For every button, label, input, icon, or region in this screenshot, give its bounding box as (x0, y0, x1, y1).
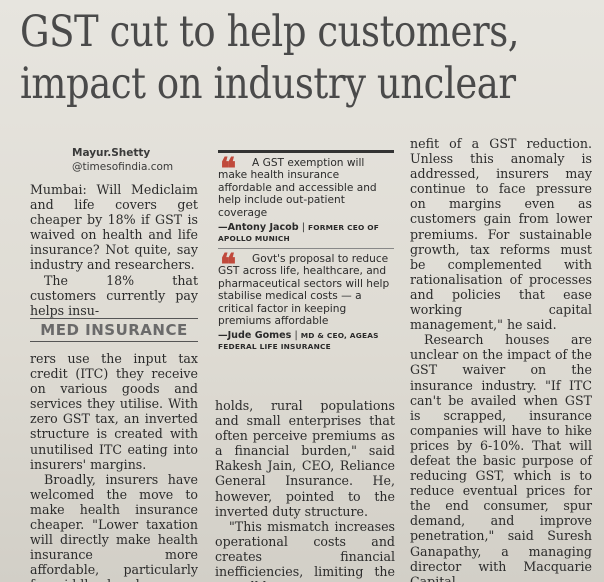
paragraph: Research houses are unclear on the impac… (410, 332, 592, 582)
quote-attribution: —Antony Jacob | FORMER CEO OF APOLLO MUN… (218, 222, 379, 244)
quote-text: A GST exemption will make health insuran… (218, 157, 377, 219)
paragraph: rers use the input tax credit (ITC) they… (30, 351, 198, 472)
paragraph: holds, rural populations and small enter… (215, 398, 395, 519)
paragraph: nefit of a GST reduction. Unless this an… (410, 136, 592, 333)
section-heading: MED INSURANCE (30, 318, 198, 342)
pull-quote: ❝ A GST exemption will make health insur… (218, 153, 394, 244)
pull-quotes-box: ❝ A GST exemption will make health insur… (218, 150, 394, 393)
headline-line-2: impact on industry unclear (20, 59, 516, 109)
paragraph: "This mismatch increases operational cos… (215, 518, 395, 582)
paragraph: Broadly, insurers have welcomed the move… (30, 471, 198, 582)
paragraph: The 18% that customers currently pay hel… (30, 272, 198, 318)
byline: Mayur.Shetty @timesofindia.com (72, 146, 173, 174)
quote-attribution: —Jude Gomes | MD & CEO, AGEAS FEDERAL LI… (218, 330, 379, 352)
author-name: Mayur.Shetty (72, 147, 151, 159)
paragraph-intro: Mumbai: Will Mediclaim and life covers g… (30, 182, 198, 273)
author-handle: @timesofindia.com (72, 161, 174, 173)
column-1-bottom: rers use the input tax credit (ITC) they… (30, 351, 198, 582)
quote-author-role: MD & CEO, AGEAS FEDERAL LIFE INSURANCE (218, 331, 379, 352)
quote-author-role: FORMER CEO OF APOLLO MUNICH (218, 223, 379, 244)
column-3: nefit of a GST reduction. Unless this an… (410, 136, 592, 582)
column-1-top: Mumbai: Will Mediclaim and life covers g… (30, 182, 198, 318)
pull-quote: ❝ Govt's proposal to reduce GST across l… (218, 248, 394, 352)
article-headline: GST cut to help customers, impact on ind… (20, 6, 520, 110)
headline-line-1: GST cut to help customers, (20, 7, 520, 57)
quote-author: —Antony Jacob (218, 222, 299, 234)
quote-author: —Jude Gomes (218, 330, 292, 342)
quote-text: Govt's proposal to reduce GST across lif… (218, 253, 390, 328)
column-2: holds, rural populations and small enter… (215, 398, 395, 582)
quote-mark-icon: ❝ (220, 152, 237, 187)
quote-mark-icon: ❝ (220, 248, 237, 284)
